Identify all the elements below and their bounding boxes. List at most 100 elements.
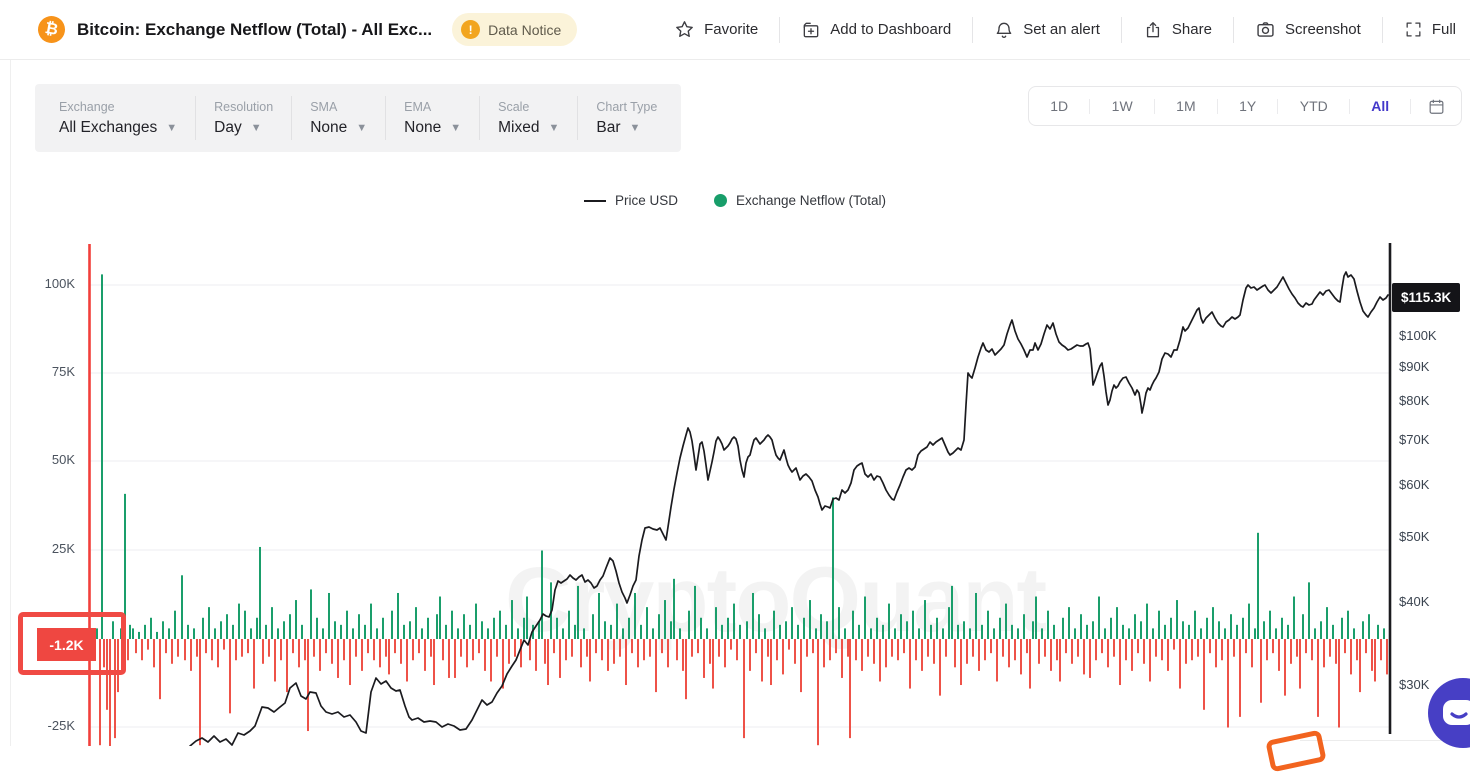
legend-item-price-usd[interactable]: Price USD	[583, 193, 678, 208]
set-alert-button[interactable]: Set an alert	[994, 20, 1100, 40]
netflow-bar-outflow	[619, 639, 621, 657]
netflow-bar-outflow	[190, 639, 192, 671]
add-to-dashboard-button[interactable]: Add to Dashboard	[801, 20, 951, 40]
legend-item-exchange-netflow-total-[interactable]: Exchange Netflow (Total)	[713, 193, 886, 208]
netflow-bar-outflow	[1026, 639, 1028, 654]
annotation-highlight-box	[18, 612, 126, 675]
netflow-bar-inflow	[791, 607, 793, 639]
netflow-bar-outflow	[897, 639, 899, 661]
netflow-bar-inflow	[1275, 628, 1277, 639]
netflow-bar-outflow	[379, 639, 381, 668]
netflow-bar-inflow	[232, 624, 234, 639]
netflow-bar-outflow	[1197, 639, 1199, 657]
netflow-bar-inflow	[244, 610, 246, 639]
netflow-bar-inflow	[505, 624, 507, 639]
star-icon	[676, 21, 693, 38]
netflow-bar-inflow	[957, 624, 959, 639]
control-label: SMA	[310, 99, 338, 114]
netflow-bar-outflow	[535, 639, 537, 671]
netflow-bar-outflow	[496, 639, 498, 657]
header-actions: Favorite Add to Dashboard Set an alert S…	[674, 16, 1470, 43]
netflow-bar-inflow	[583, 628, 585, 639]
netflow-bar-inflow	[746, 621, 748, 639]
timerange-item-ytd[interactable]: YTD	[1299, 98, 1328, 114]
netflow-bar-inflow	[250, 628, 252, 639]
netflow-bar-outflow	[1278, 639, 1280, 671]
netflow-bar-outflow	[400, 639, 402, 664]
netflow-bar-outflow	[589, 639, 591, 682]
netflow-bar-outflow	[274, 639, 276, 682]
netflow-bar-outflow	[153, 639, 155, 668]
netflow-bar-inflow	[706, 628, 708, 639]
screenshot-button[interactable]: Screenshot	[1255, 19, 1361, 40]
netflow-bar-inflow	[316, 617, 318, 639]
netflow-bar-outflow	[939, 639, 941, 696]
timerange-separator	[1348, 98, 1350, 114]
netflow-bar-outflow	[1266, 639, 1268, 661]
netflow-bar-outflow	[196, 639, 198, 657]
netflow-bar-outflow	[800, 639, 802, 693]
netflow-bar-inflow	[150, 617, 152, 639]
favorite-button[interactable]: Favorite	[674, 19, 758, 40]
netflow-bar-outflow	[847, 639, 849, 657]
netflow-bar-inflow	[882, 624, 884, 639]
share-button[interactable]: Share	[1143, 20, 1212, 40]
netflow-bar-inflow	[202, 617, 204, 639]
right-axis-tick: $40K	[1399, 594, 1430, 609]
netflow-bar-outflow	[682, 639, 684, 671]
header-divider	[1381, 16, 1383, 43]
control-resolution[interactable]: Resolution Day ▼	[196, 100, 291, 137]
netflow-bar-outflow	[1071, 639, 1073, 664]
page-bottom-border	[1300, 740, 1470, 741]
netflow-bar-inflow	[256, 617, 258, 639]
timerange-item-all[interactable]: All	[1371, 98, 1390, 114]
netflow-bar-outflow	[1059, 639, 1061, 682]
data-notice-badge[interactable]: ! Data Notice	[452, 13, 578, 46]
netflow-bar-outflow	[385, 639, 387, 657]
timerange-item-1m[interactable]: 1M	[1176, 98, 1196, 114]
netflow-bar-outflow	[1344, 639, 1346, 654]
netflow-bar-inflow	[1377, 624, 1379, 639]
control-ema[interactable]: EMA None ▼	[386, 100, 479, 137]
netflow-bar-inflow	[391, 610, 393, 639]
fullscreen-button[interactable]: Full	[1404, 20, 1456, 39]
netflow-bar-outflow	[484, 639, 486, 671]
control-sma[interactable]: SMA None ▼	[292, 100, 385, 137]
netflow-bar-outflow	[709, 639, 711, 664]
calendar-icon[interactable]	[1427, 97, 1446, 116]
netflow-bar-outflow	[743, 639, 745, 739]
netflow-bar-inflow	[838, 607, 840, 639]
timerange-item-1d[interactable]: 1D	[1050, 98, 1069, 114]
control-label: Chart Type	[596, 99, 658, 114]
timerange-separator	[1216, 98, 1218, 114]
netflow-bar-outflow	[280, 639, 282, 661]
netflow-bar-outflow	[268, 639, 270, 657]
netflow-bar-inflow	[577, 585, 579, 639]
netflow-bar-inflow	[1206, 617, 1208, 639]
netflow-bar-outflow	[1095, 639, 1097, 661]
control-chart-type[interactable]: Chart Type Bar ▼	[578, 100, 675, 137]
netflow-bar-inflow	[1011, 624, 1013, 639]
netflow-bar-outflow	[1290, 639, 1292, 664]
chart-canvas[interactable]	[0, 0, 1470, 746]
netflow-bar-inflow	[773, 610, 775, 639]
timerange-item-1w[interactable]: 1W	[1111, 98, 1133, 114]
netflow-bar-inflow	[295, 600, 297, 639]
netflow-bar-outflow	[235, 639, 237, 661]
control-exchange[interactable]: Exchange All Exchanges ▼	[41, 100, 195, 137]
netflow-bar-outflow	[601, 639, 603, 661]
netflow-bar-inflow	[523, 617, 525, 639]
netflow-value-badge: -1.2K	[37, 628, 96, 661]
netflow-bar-inflow	[568, 610, 570, 639]
netflow-bar-inflow	[1047, 610, 1049, 639]
netflow-bar-outflow	[319, 639, 321, 671]
right-axis-tick: $50K	[1399, 529, 1430, 544]
netflow-bar-inflow	[1182, 621, 1184, 639]
netflow-bar-outflow	[1167, 639, 1169, 671]
netflow-bar-inflow	[679, 628, 681, 639]
netflow-bar-inflow	[670, 621, 672, 639]
netflow-bar-inflow	[193, 628, 195, 639]
timerange-item-1y[interactable]: 1Y	[1239, 98, 1257, 114]
control-scale[interactable]: Scale Mixed ▼	[480, 100, 577, 137]
netflow-bar-inflow	[1128, 628, 1130, 639]
